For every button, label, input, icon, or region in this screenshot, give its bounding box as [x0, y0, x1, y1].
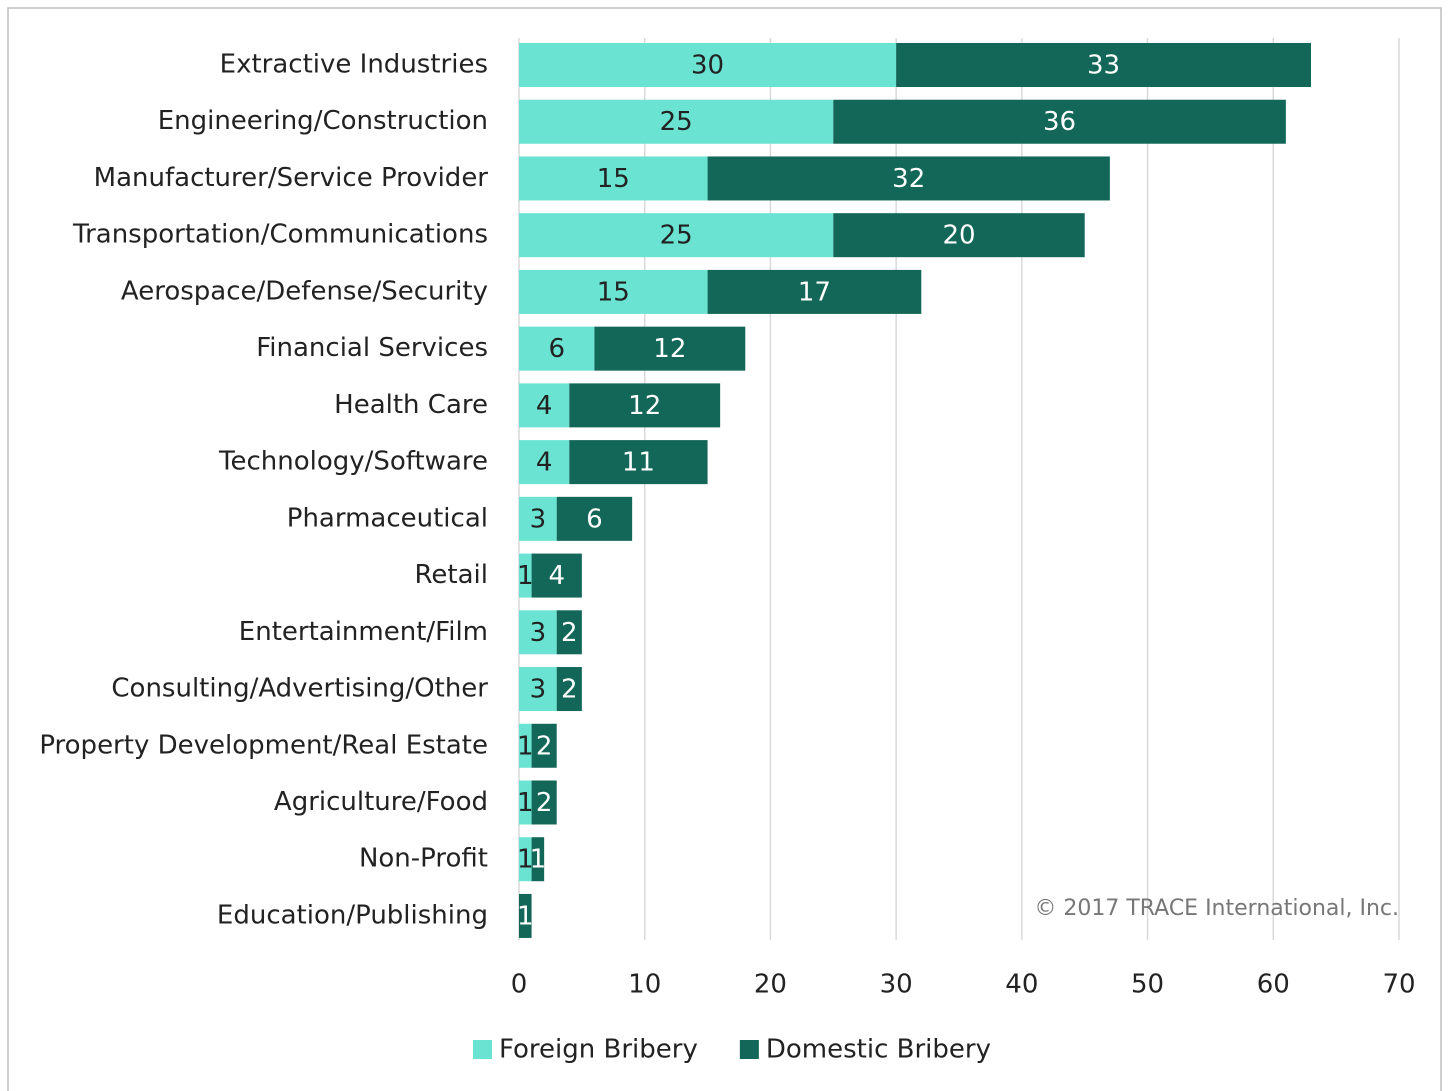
bar-segment [519, 440, 570, 485]
bar-segment [519, 496, 557, 541]
data-label: 20 [942, 221, 975, 251]
data-label: 1 [517, 901, 534, 931]
bar-segment [833, 99, 1286, 144]
data-label: 1 [517, 845, 534, 875]
data-label: 30 [691, 51, 724, 81]
bar-segment [519, 837, 532, 882]
copyright: © 2017 TRACE International, Inc. [1034, 896, 1399, 921]
data-label: 33 [1087, 51, 1120, 81]
bar-segment [519, 213, 834, 258]
data-label: 3 [530, 504, 547, 534]
x-tick-label: 0 [511, 970, 528, 1000]
y-tick-label: Transportation/Communications [72, 220, 488, 250]
data-label: 1 [530, 845, 547, 875]
bar-segment [569, 383, 721, 428]
bar-segment [519, 723, 532, 768]
y-tick-label: Financial Services [256, 333, 488, 363]
bar-segment [556, 610, 582, 655]
data-label: 17 [798, 277, 831, 307]
bar-segment [531, 723, 557, 768]
bar-segment [556, 667, 582, 712]
y-tick-label: Engineering/Construction [158, 106, 488, 136]
bar-segment [519, 326, 595, 371]
y-tick-label: Non-Profit [359, 844, 488, 874]
data-label: 36 [1043, 107, 1076, 137]
data-label: 15 [597, 277, 630, 307]
y-tick-label: Manufacturer/Service Provider [94, 163, 489, 193]
data-label: 2 [536, 731, 553, 761]
data-label: 12 [653, 334, 686, 364]
data-label: 12 [628, 391, 661, 421]
y-tick-label: Retail [415, 560, 488, 590]
data-label: 11 [622, 448, 655, 478]
legend-swatch [739, 1040, 759, 1059]
bar-segment [519, 269, 708, 314]
bar-segment [531, 780, 557, 825]
bar-segment [531, 837, 545, 882]
bar-segment [519, 156, 708, 201]
y-tick-label: Entertainment/Film [239, 617, 488, 647]
bar-segment [519, 383, 570, 428]
y-tick-label: Aerospace/Defense/Security [121, 276, 488, 306]
x-tick-label: 60 [1257, 970, 1290, 1000]
data-label: 3 [530, 675, 547, 705]
y-tick-label: Pharmaceutical [287, 503, 488, 533]
bar-segment [707, 269, 922, 314]
bar-segment [519, 610, 557, 655]
data-label: 25 [660, 107, 693, 137]
data-label: 4 [536, 448, 553, 478]
data-label: 3 [530, 618, 547, 648]
data-label: 2 [536, 788, 553, 818]
data-label: 15 [597, 164, 630, 194]
bar-segment [833, 213, 1085, 258]
bar-segment [707, 156, 1110, 201]
y-tick-label: Consulting/Advertising/Other [111, 674, 488, 704]
bar-segment [594, 326, 746, 371]
data-label: 6 [548, 334, 565, 364]
data-label: 25 [660, 221, 693, 251]
data-label: 32 [892, 164, 925, 194]
y-tick-label: Health Care [334, 390, 488, 420]
bar-segment [519, 553, 532, 598]
x-tick-label: 70 [1382, 970, 1415, 1000]
legend-swatch [473, 1040, 492, 1059]
data-label: 1 [517, 731, 534, 761]
bar-segment [519, 99, 834, 144]
data-label: 1 [517, 788, 534, 818]
bar-segment [896, 43, 1311, 87]
y-tick-label: Education/Publishing [217, 900, 488, 930]
x-tick-label: 40 [1005, 970, 1038, 1000]
bar-segment [519, 667, 557, 712]
data-label: 4 [548, 561, 565, 591]
data-label: 2 [561, 675, 578, 705]
bar-segment [519, 780, 532, 825]
data-label: 2 [561, 618, 578, 648]
bar-segment [531, 553, 582, 598]
data-label: 6 [586, 504, 603, 534]
x-tick-label: 50 [1131, 970, 1164, 1000]
x-tick-label: 30 [880, 970, 913, 1000]
y-tick-label: Extractive Industries [220, 50, 488, 80]
data-label: 4 [536, 391, 553, 421]
bar-segment [519, 43, 897, 87]
bar-segment [569, 440, 708, 485]
y-tick-label: Technology/Software [218, 447, 488, 477]
x-tick-label: 10 [628, 970, 661, 1000]
y-tick-label: Agriculture/Food [274, 787, 488, 817]
y-tick-label: Property Development/Real Estate [39, 730, 488, 760]
data-label: 1 [517, 561, 534, 591]
bar-segment [556, 496, 633, 541]
bar-segment [519, 893, 532, 938]
legend-label: Domestic Bribery [766, 1035, 991, 1065]
legend-label: Foreign Bribery [499, 1035, 698, 1065]
x-tick-label: 20 [754, 970, 787, 1000]
